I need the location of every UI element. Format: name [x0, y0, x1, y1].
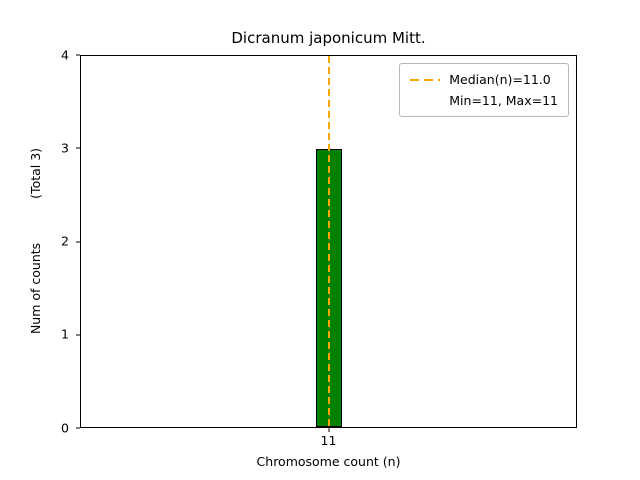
legend-sample-spacer: [410, 100, 440, 102]
legend: Median(n)=11.0 Min=11, Max=11: [399, 63, 569, 117]
x-axis-label: Chromosome count (n): [256, 454, 401, 469]
legend-label-median: Median(n)=11.0: [449, 72, 551, 87]
y-tick-label: 2: [61, 233, 69, 249]
y-tick-label: 3: [61, 140, 69, 155]
y-axis: 0 1 2 3 4: [0, 48, 80, 433]
y-tick-mark: [76, 54, 80, 56]
x-tick-label: 11: [320, 433, 337, 448]
legend-entry-minmax: Min=11, Max=11: [410, 93, 558, 108]
y-tick-mark: [76, 241, 80, 242]
x-axis: 11: [80, 428, 577, 452]
y-tick-mark: [76, 147, 80, 149]
legend-entry-median: Median(n)=11.0: [410, 72, 558, 87]
median-line: [327, 56, 330, 427]
median-dashed-line-sample: [410, 78, 441, 81]
x-tick-mark: [328, 428, 329, 432]
chart-title: Dicranum japonicum Mitt.: [231, 29, 426, 47]
y-tick-label: 0: [61, 419, 69, 435]
y-tick-label: 1: [61, 326, 69, 342]
y-tick-label: 4: [61, 46, 69, 62]
y-tick-mark: [76, 334, 80, 336]
y-tick-mark: [76, 427, 80, 429]
plot-area: Median(n)=11.0 Min=11, Max=11: [80, 55, 577, 428]
legend-label-minmax: Min=11, Max=11: [449, 93, 558, 108]
